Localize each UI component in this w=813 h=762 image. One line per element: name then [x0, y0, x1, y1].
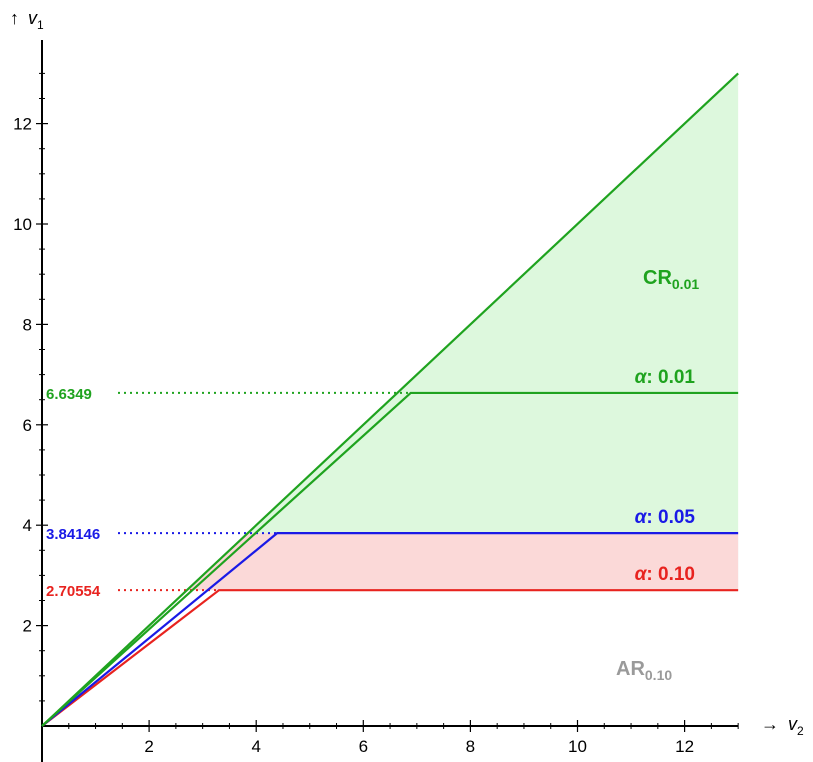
y-axis-label: ↑ v1 — [10, 8, 44, 32]
critical-region-label: CR0.01 — [643, 267, 699, 292]
critical-value-label: 2.70554 — [46, 583, 101, 600]
diagonal-line — [41, 72, 739, 727]
threshold-line-3.84146 — [41, 532, 739, 727]
y-tick-label: 4 — [23, 516, 32, 535]
alpha-label: α: 0.10 — [635, 564, 695, 585]
y-tick-label: 10 — [13, 215, 32, 234]
alpha-label: α: 0.01 — [635, 367, 696, 388]
y-tick-label: 2 — [23, 617, 32, 636]
chart-labels: 2.70554 α: 0.10 3.84146 α: 0.05 6.6349 α: 0.0… — [46, 267, 699, 683]
critical-value-label: 6.6349 — [46, 386, 92, 403]
y-tick-label: 6 — [23, 416, 32, 435]
acceptance-region-label: AR0.10 — [616, 658, 672, 683]
x-tick-label: 8 — [466, 737, 475, 756]
x-tick-label: 12 — [675, 737, 694, 756]
critical-value-label: 3.84146 — [46, 526, 100, 543]
x-tick-label: 2 — [144, 737, 153, 756]
y-tick-label: 8 — [23, 315, 32, 334]
threshold-line-6.6349 — [41, 391, 739, 727]
axes: 2 4 6 8 10 12 2 4 6 8 10 12 — [13, 40, 739, 762]
y-tick-label: 12 — [13, 115, 32, 134]
threshold-line-2.70554 — [41, 589, 739, 727]
x-tick-label: 10 — [568, 737, 587, 756]
band-fill-2.70554 — [186, 533, 739, 591]
x-tick-label: 6 — [359, 737, 368, 756]
x-tick-label: 4 — [251, 737, 260, 756]
threshold-series — [41, 72, 739, 727]
alpha-label: α: 0.05 — [635, 507, 696, 528]
x-axis-label: → v2 — [761, 714, 804, 738]
